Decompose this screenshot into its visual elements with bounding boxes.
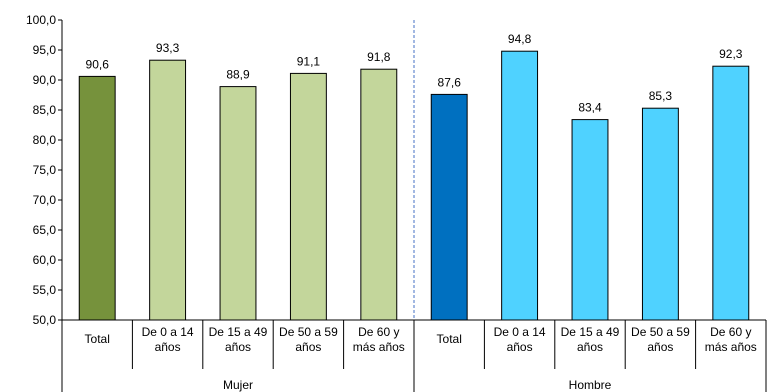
- category-label: años: [507, 340, 533, 354]
- category-label: Total: [437, 332, 462, 346]
- category-label: más años: [705, 340, 757, 354]
- category-label: más años: [353, 340, 405, 354]
- chart-bars: [78, 50, 750, 321]
- category-label: Total: [85, 332, 110, 346]
- y-tick-label: 90,0: [33, 73, 57, 87]
- category-label: años: [225, 340, 251, 354]
- data-label: 91,1: [297, 54, 321, 68]
- x-axis-group-labels: Mujer Hombre: [223, 378, 612, 392]
- y-tick-label: 55,0: [33, 283, 57, 297]
- y-tick-label: 80,0: [33, 133, 57, 147]
- y-axis-tick-labels: 50,0 55,0 60,0 65,0 70,0 75,0 80,0 85,0 90,0 95,0…: [26, 13, 56, 327]
- category-label: años: [295, 340, 321, 354]
- bar: [289, 72, 327, 321]
- bar: [219, 86, 257, 321]
- y-tick-label: 65,0: [33, 223, 57, 237]
- data-label: 91,8: [367, 50, 391, 64]
- category-label: De 0 a 14: [494, 325, 546, 339]
- category-label: De 60 y: [710, 325, 751, 339]
- category-label: De 0 a 14: [142, 325, 194, 339]
- data-label: 90,6: [86, 57, 110, 71]
- bar: [712, 65, 750, 321]
- bar: [501, 50, 539, 321]
- y-tick-label: 85,0: [33, 103, 57, 117]
- data-label: 83,4: [578, 101, 602, 115]
- category-label: años: [647, 340, 673, 354]
- data-labels: 90,6 93,3 88,9 91,1 91,8 87,6 94,8 83,4 85,3 92,3: [86, 32, 743, 114]
- category-label: De 50 a 59: [631, 325, 690, 339]
- data-label: 87,6: [438, 75, 462, 89]
- group-label: Hombre: [569, 378, 612, 392]
- category-label: De 15 a 49: [561, 325, 620, 339]
- bar: [78, 75, 116, 321]
- y-tick-label: 50,0: [33, 313, 57, 327]
- y-tick-label: 70,0: [33, 193, 57, 207]
- bar: [360, 68, 398, 321]
- bar: [641, 107, 679, 321]
- category-label: años: [577, 340, 603, 354]
- data-label: 92,3: [719, 47, 743, 61]
- data-label: 93,3: [156, 41, 180, 55]
- group-label: Mujer: [223, 378, 253, 392]
- bar: [149, 59, 187, 321]
- bar: [430, 93, 468, 321]
- category-label: De 60 y: [358, 325, 399, 339]
- y-tick-label: 95,0: [33, 43, 57, 57]
- category-label: años: [155, 340, 181, 354]
- y-tick-label: 75,0: [33, 163, 57, 177]
- category-label: De 50 a 59: [279, 325, 338, 339]
- data-label: 85,3: [649, 89, 673, 103]
- y-tick-label: 60,0: [33, 253, 57, 267]
- y-tick-label: 100,0: [26, 13, 56, 27]
- bar: [571, 119, 609, 321]
- data-label: 88,9: [226, 68, 250, 82]
- data-label: 94,8: [508, 32, 532, 46]
- category-label: De 15 a 49: [209, 325, 268, 339]
